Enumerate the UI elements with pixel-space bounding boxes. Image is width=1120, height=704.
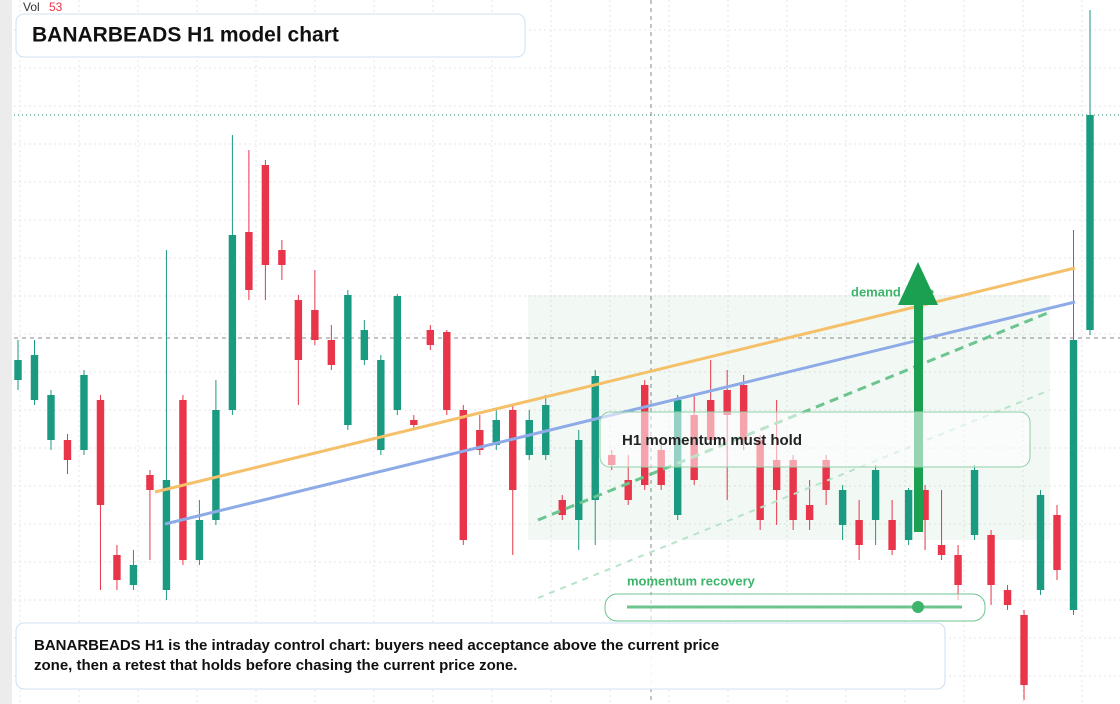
candle-body [360,330,369,360]
candle-body [47,395,55,440]
note-wrap: BANARBEADS H1 is the intraday control ch… [34,637,720,674]
candle-body [509,410,517,490]
candle-body [228,235,237,410]
candle-body [987,535,995,585]
candle-body [1036,495,1045,590]
candle-body [426,330,435,345]
candle-body [146,475,154,490]
candle-body [459,410,468,540]
callout-text: H1 momentum must hold [622,432,802,449]
volume-label: Vol [23,0,40,14]
candle-body [129,565,138,585]
slider-knob [912,601,924,613]
slider-label: momentum recovery [627,573,756,588]
candle-body [921,490,929,520]
candle-body [162,480,171,590]
volume-value: 53 [49,0,63,14]
candle-body [492,420,500,445]
candle-body [311,310,319,340]
candle-body [871,470,880,520]
candle-body [80,375,88,450]
candle-body [393,296,402,410]
chart-title: BANARBEADS H1 model chart [32,24,339,47]
candle-body [245,232,253,290]
title-box [15,13,526,58]
arrow-head [898,262,938,305]
candle-body [723,390,731,415]
candle-body [476,430,484,450]
candle-body [772,460,781,490]
candle-body [294,300,303,360]
candle-body [789,460,797,520]
candle-body [63,440,72,460]
candle-body [179,400,187,560]
candle-body [195,520,204,560]
candle-body [591,376,599,500]
candle-body [410,420,418,425]
candle-body [14,360,22,380]
left-strip [0,0,12,704]
candle-body [805,505,814,520]
candle-body [624,480,632,500]
candle-body [96,400,105,505]
candle-body [30,355,39,400]
candle-body [278,250,286,265]
candle-body [970,470,979,535]
candle-body [937,545,946,555]
candle-body [1086,115,1094,330]
candle-body [888,520,896,550]
callout [599,411,1031,468]
candle-body [344,295,352,425]
candle-body [113,555,121,580]
note-box [15,622,946,690]
candle-body [327,340,336,365]
candle-body [525,420,533,455]
candle-body [1069,340,1078,610]
candle-body [1003,590,1012,605]
candle-body [575,440,583,520]
note-text: BANARBEADS H1 is the intraday control ch… [34,637,720,674]
candle-body [904,490,913,540]
candle-body [1053,515,1061,570]
candle-body [855,520,863,545]
candle-body [377,360,385,450]
candle-body [838,490,847,525]
candle-body [756,440,764,520]
candle-body [822,460,830,490]
candle-body [954,555,962,585]
candle-body [261,165,270,265]
candle-body [443,332,451,410]
candle-body [558,500,566,515]
candle-body [212,410,220,520]
candles [14,10,1094,700]
candle-body [1020,615,1028,685]
